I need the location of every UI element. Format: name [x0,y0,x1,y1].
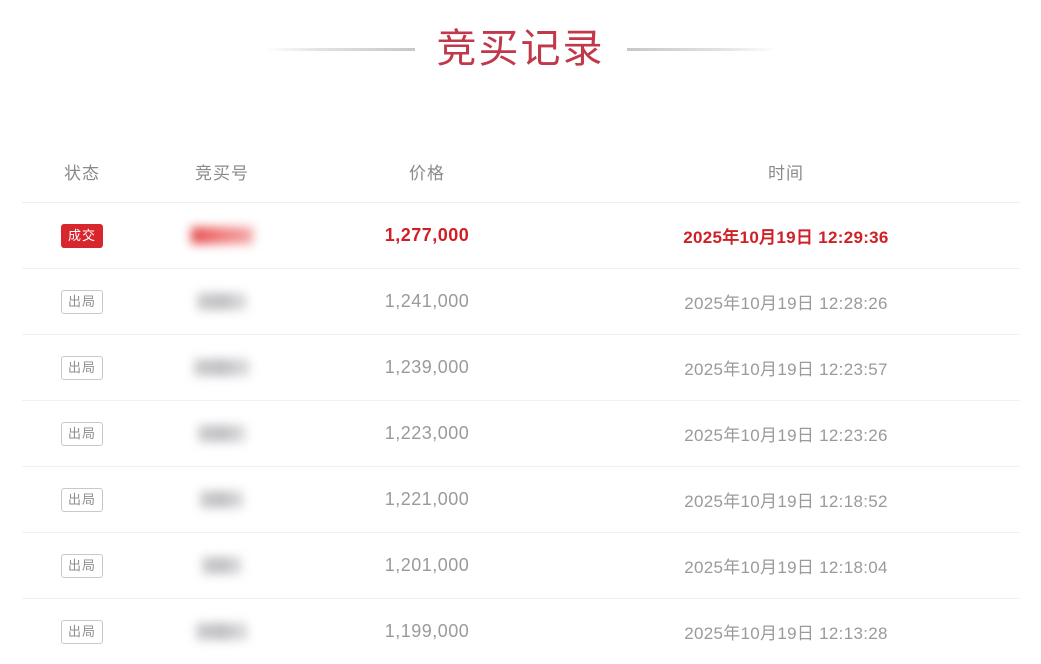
status-badge: 出局 [60,289,103,314]
table-row[interactable]: 出局 1,199,000 2025年10月19日 12:13:28 [22,599,1020,664]
bid-number-redacted [197,293,247,310]
title-rule-left-decoration [264,47,415,51]
column-header-time: 时间 [768,163,804,183]
bid-number-redacted [196,623,248,640]
status-badge: 出局 [60,355,103,380]
cell-status: 出局 [22,289,142,314]
cell-price: 1,239,000 [302,357,552,378]
cell-status: 成交 [22,223,142,248]
cell-price: 1,201,000 [302,555,552,576]
cell-time: 2025年10月19日 12:23:57 [552,355,1020,380]
title-rule-right-decoration [626,47,777,51]
table-header-row: 状态 竞买号 价格 时间 [22,140,1020,203]
cell-status: 出局 [22,553,142,578]
status-badge: 出局 [60,421,103,446]
cell-time: 2025年10月19日 12:18:04 [552,553,1020,578]
status-badge: 出局 [60,619,103,644]
bid-number-redacted [200,491,244,508]
cell-bid-number [142,227,302,244]
cell-price: 1,277,000 [302,225,552,246]
price-value: 1,277,000 [384,225,470,245]
price-value: 1,223,000 [384,423,470,443]
price-value: 1,199,000 [384,621,470,641]
cell-price: 1,221,000 [302,489,552,510]
status-badge: 出局 [60,487,103,512]
cell-time: 2025年10月19日 12:28:26 [552,289,1020,314]
table-body: 成交 1,277,000 2025年10月19日 12:29:36 出局 1,241,0… [22,203,1020,664]
time-value: 2025年10月19日 12:23:26 [684,426,888,445]
cell-status: 出局 [22,355,142,380]
table-row[interactable]: 成交 1,277,000 2025年10月19日 12:29:36 [22,203,1020,269]
table-row[interactable]: 出局 1,221,000 2025年10月19日 12:18:52 [22,467,1020,533]
table-row[interactable]: 出局 1,241,000 2025年10月19日 12:28:26 [22,269,1020,335]
price-value: 1,201,000 [384,555,470,575]
cell-time: 2025年10月19日 12:13:28 [552,619,1020,644]
column-header-price: 价格 [409,163,445,183]
cell-status: 出局 [22,421,142,446]
cell-bid-number [142,491,302,508]
time-value: 2025年10月19日 12:13:28 [684,624,888,643]
column-header-status: 状态 [64,163,100,183]
time-value: 2025年10月19日 12:18:04 [684,558,888,577]
cell-status: 出局 [22,619,142,644]
time-value: 2025年10月19日 12:28:26 [684,294,888,313]
page-title: 竞买记录 [436,26,605,71]
price-value: 1,241,000 [384,291,470,311]
cell-bid-number [142,557,302,574]
table-row[interactable]: 出局 1,201,000 2025年10月19日 12:18:04 [22,533,1020,599]
cell-bid-number [142,623,302,640]
cell-bid-number [142,359,302,376]
cell-price: 1,241,000 [302,291,552,312]
time-value: 2025年10月19日 12:18:52 [684,492,888,511]
bid-number-redacted [202,557,242,574]
status-badge: 出局 [60,553,103,578]
price-value: 1,239,000 [384,357,470,377]
cell-price: 1,223,000 [302,423,552,444]
page-title-block: 竞买记录 [0,18,1041,80]
cell-time: 2025年10月19日 12:23:26 [552,421,1020,446]
time-value: 2025年10月19日 12:29:36 [683,228,889,247]
bid-number-redacted [191,227,253,244]
table-row[interactable]: 出局 1,239,000 2025年10月19日 12:23:57 [22,335,1020,401]
table-row[interactable]: 出局 1,223,000 2025年10月19日 12:23:26 [22,401,1020,467]
cell-bid-number [142,425,302,442]
cell-price: 1,199,000 [302,621,552,642]
bid-record-table: 状态 竞买号 价格 时间 成交 1,277,000 2025年10月19日 12:2… [22,140,1020,664]
cell-time: 2025年10月19日 12:18:52 [552,487,1020,512]
bid-number-redacted [194,359,250,376]
cell-time: 2025年10月19日 12:29:36 [552,223,1020,248]
price-value: 1,221,000 [384,489,470,509]
cell-status: 出局 [22,487,142,512]
status-badge: 成交 [60,223,103,248]
cell-bid-number [142,293,302,310]
time-value: 2025年10月19日 12:23:57 [684,360,888,379]
column-header-bid-number: 竞买号 [195,163,249,183]
bid-number-redacted [198,425,246,442]
